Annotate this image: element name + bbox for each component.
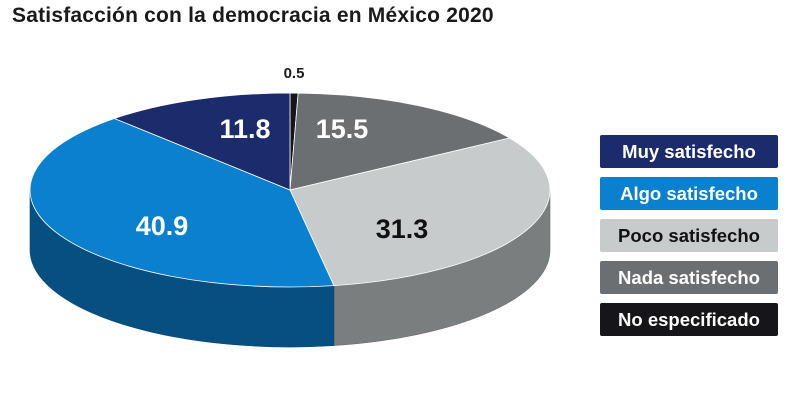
data-label-muy-satisfecho: 11.8	[219, 114, 270, 144]
data-label-nada-satisfecho: 15.5	[316, 114, 369, 144]
legend-item-no-especificado: No especificado	[600, 303, 778, 336]
pie-slice-nada-satisfecho	[289, 92, 510, 191]
legend-item-poco-satisfecho: Poco satisfecho	[600, 219, 778, 252]
legend-item-algo-satisfecho: Algo satisfecho	[600, 177, 778, 210]
data-label-poco-satisfecho: 31.3	[376, 214, 429, 244]
pie-slice-muy-satisfecho	[114, 92, 291, 191]
pie-slice-algo-satisfecho	[29, 118, 335, 288]
data-label-no-especificado: 0.5	[284, 65, 305, 82]
legend-item-nada-satisfecho: Nada satisfecho	[600, 261, 778, 294]
data-label-algo-satisfecho: 40.9	[136, 211, 189, 241]
chart-title: Satisfacción con la democracia en México…	[12, 4, 494, 27]
legend: Muy satisfecho Algo satisfecho Poco satisf…	[600, 135, 778, 336]
legend-item-muy-satisfecho: Muy satisfecho	[600, 135, 778, 168]
pie-slice-poco-satisfecho	[289, 137, 551, 287]
